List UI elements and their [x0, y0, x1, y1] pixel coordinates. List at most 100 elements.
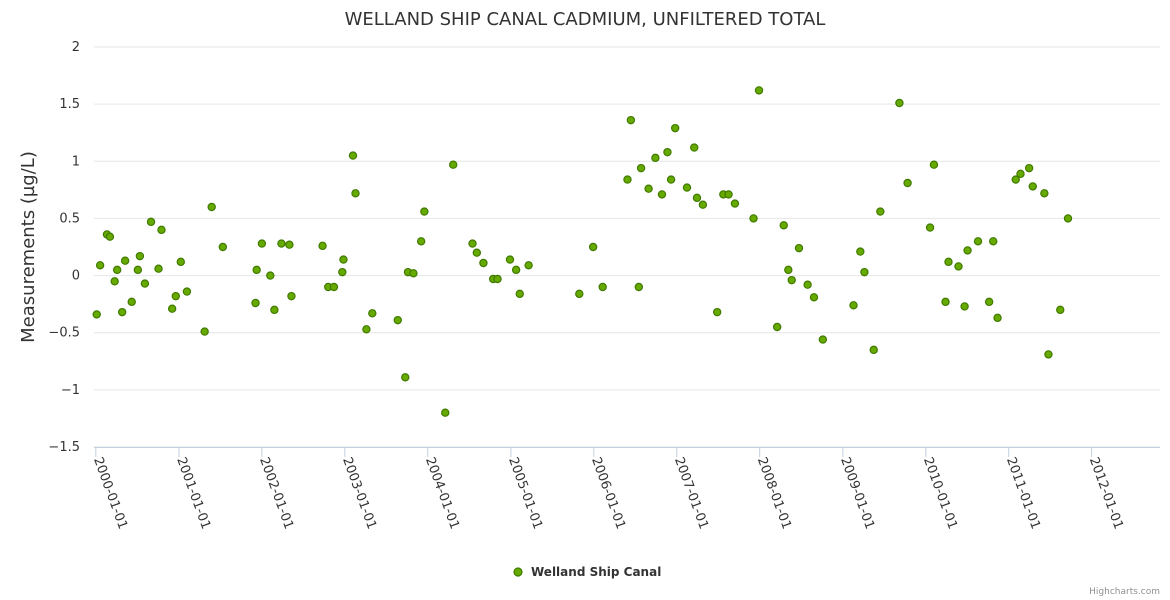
- data-point[interactable]: [200, 327, 209, 336]
- data-point[interactable]: [515, 289, 524, 299]
- data-point[interactable]: [794, 243, 804, 253]
- data-point[interactable]: [636, 163, 646, 173]
- data-point[interactable]: [929, 160, 939, 169]
- data-point[interactable]: [670, 123, 680, 133]
- data-point[interactable]: [663, 147, 672, 157]
- data-point[interactable]: [1040, 189, 1049, 198]
- data-point[interactable]: [171, 291, 180, 301]
- data-point[interactable]: [849, 301, 858, 310]
- data-point[interactable]: [318, 241, 327, 251]
- data-point[interactable]: [207, 202, 216, 212]
- data-point[interactable]: [626, 115, 636, 125]
- data-point[interactable]: [348, 151, 358, 160]
- data-point[interactable]: [401, 373, 410, 382]
- data-point[interactable]: [511, 265, 521, 275]
- data-point[interactable]: [772, 322, 782, 332]
- data-point[interactable]: [468, 239, 477, 248]
- data-point[interactable]: [724, 190, 733, 199]
- data-point[interactable]: [1044, 350, 1053, 359]
- data-point[interactable]: [505, 255, 515, 264]
- data-point[interactable]: [252, 265, 261, 275]
- data-point[interactable]: [493, 274, 502, 284]
- data-point[interactable]: [105, 232, 115, 241]
- data-point[interactable]: [218, 242, 228, 252]
- data-point[interactable]: [92, 310, 101, 319]
- data-point[interactable]: [176, 257, 185, 267]
- data-point[interactable]: [362, 325, 371, 334]
- data-point[interactable]: [182, 287, 192, 296]
- data-point[interactable]: [393, 315, 402, 325]
- data-point[interactable]: [472, 248, 482, 257]
- data-point[interactable]: [698, 200, 708, 209]
- data-point[interactable]: [598, 282, 607, 292]
- data-point[interactable]: [779, 221, 788, 230]
- data-point[interactable]: [623, 175, 632, 184]
- data-point[interactable]: [277, 239, 286, 248]
- data-point[interactable]: [993, 313, 1002, 323]
- data-point[interactable]: [809, 293, 819, 302]
- data-point[interactable]: [730, 199, 740, 208]
- data-point[interactable]: [588, 242, 598, 252]
- data-point[interactable]: [784, 265, 793, 275]
- legend[interactable]: Welland Ship Canal: [513, 565, 661, 579]
- data-point[interactable]: [167, 304, 177, 313]
- data-point[interactable]: [960, 302, 969, 311]
- data-point[interactable]: [251, 298, 260, 308]
- data-point[interactable]: [1028, 182, 1037, 191]
- data-point[interactable]: [876, 207, 885, 216]
- data-point[interactable]: [112, 265, 122, 275]
- data-point[interactable]: [266, 271, 275, 280]
- legend-label[interactable]: Welland Ship Canal: [531, 565, 661, 579]
- data-point[interactable]: [1024, 163, 1034, 173]
- data-point[interactable]: [1016, 169, 1025, 179]
- data-point[interactable]: [651, 153, 660, 163]
- data-point[interactable]: [692, 193, 702, 203]
- data-point[interactable]: [524, 261, 533, 270]
- data-point[interactable]: [989, 237, 998, 246]
- data-point[interactable]: [954, 262, 963, 271]
- data-point[interactable]: [944, 257, 953, 267]
- data-point[interactable]: [117, 307, 127, 317]
- data-point[interactable]: [120, 256, 130, 265]
- data-point[interactable]: [338, 267, 347, 277]
- data-point[interactable]: [963, 246, 972, 255]
- data-point[interactable]: [1063, 214, 1073, 223]
- data-point[interactable]: [368, 309, 377, 318]
- data-point[interactable]: [157, 225, 166, 235]
- data-point[interactable]: [860, 267, 869, 277]
- credits-link[interactable]: Highcharts.com: [1089, 587, 1160, 597]
- data-point[interactable]: [657, 190, 667, 199]
- data-point[interactable]: [1056, 305, 1065, 315]
- data-point[interactable]: [984, 297, 994, 307]
- data-point[interactable]: [754, 86, 764, 95]
- data-point[interactable]: [441, 408, 450, 417]
- data-point[interactable]: [409, 269, 418, 278]
- data-point[interactable]: [257, 239, 267, 248]
- data-point[interactable]: [448, 160, 458, 169]
- data-point[interactable]: [95, 261, 105, 270]
- data-point[interactable]: [140, 279, 150, 288]
- data-point[interactable]: [787, 275, 796, 285]
- data-point[interactable]: [690, 143, 699, 152]
- data-point[interactable]: [135, 251, 145, 261]
- data-point[interactable]: [666, 175, 676, 184]
- data-point[interactable]: [895, 98, 904, 108]
- data-point[interactable]: [351, 189, 360, 198]
- data-point[interactable]: [818, 335, 828, 344]
- data-point[interactable]: [869, 345, 878, 355]
- data-point[interactable]: [856, 247, 865, 256]
- data-point[interactable]: [644, 184, 653, 193]
- data-point[interactable]: [339, 255, 348, 264]
- data-point[interactable]: [133, 265, 143, 275]
- data-point[interactable]: [110, 277, 119, 286]
- data-point[interactable]: [712, 307, 722, 317]
- data-point[interactable]: [903, 178, 912, 188]
- data-point[interactable]: [420, 207, 429, 216]
- data-point[interactable]: [634, 282, 644, 292]
- data-point[interactable]: [803, 280, 812, 289]
- data-point[interactable]: [416, 237, 426, 246]
- data-point[interactable]: [285, 240, 294, 249]
- data-point[interactable]: [146, 217, 156, 227]
- data-point[interactable]: [127, 297, 136, 307]
- data-point[interactable]: [154, 264, 163, 273]
